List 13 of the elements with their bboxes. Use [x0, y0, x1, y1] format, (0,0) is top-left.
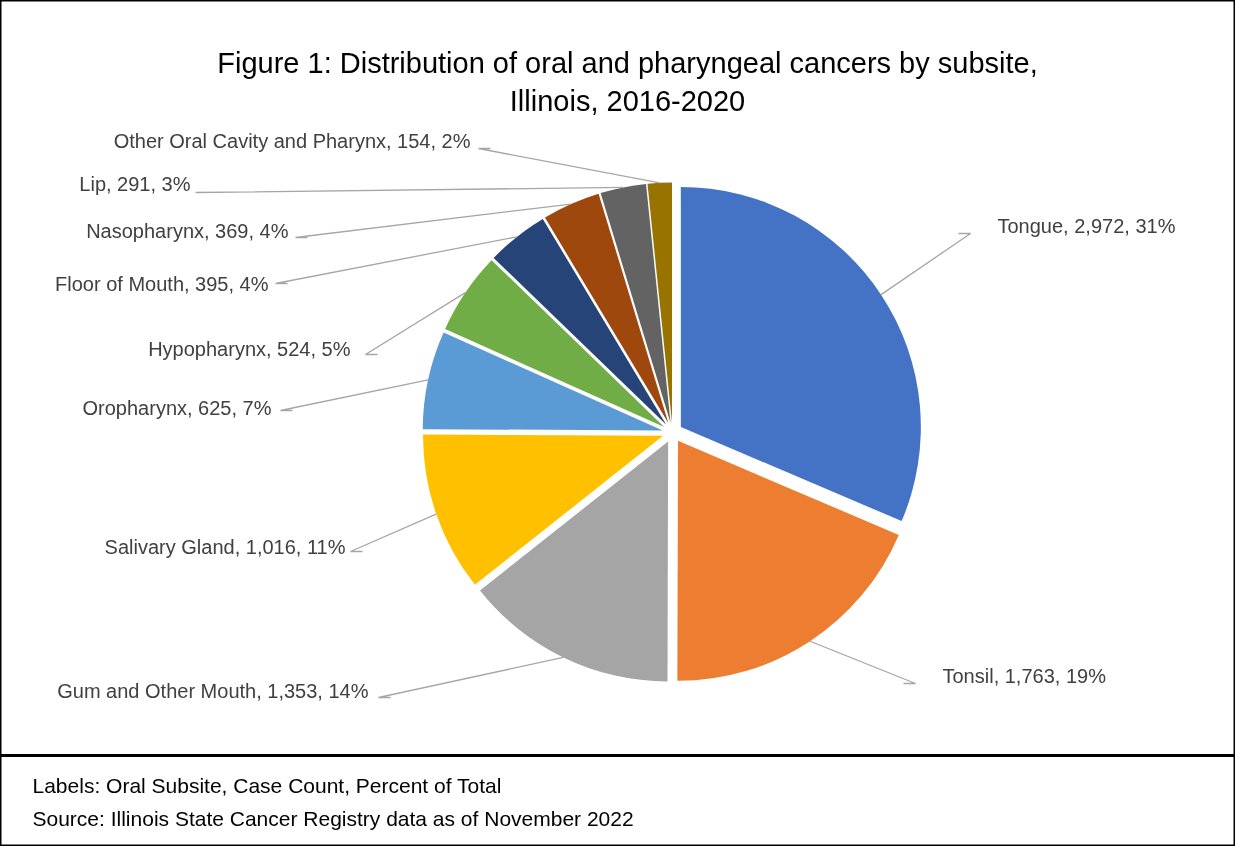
slice-label: Other Oral Cavity and Pharynx, 154, 2% — [113, 129, 471, 152]
slice-label: Hypopharynx, 524, 5% — [148, 337, 351, 360]
chart-title: Figure 1: Distribution of oral and pharyngeal cancers by subsite, Illinois, 2016-2020 — [217, 46, 1038, 117]
slice-label: Floor of Mouth, 395, 4% — [55, 272, 269, 295]
slice-label: Lip, 291, 3% — [79, 172, 191, 195]
text: Labels: Oral Subsite, Case Count, Percent of Total — [32, 774, 502, 797]
slice-label: Nasopharynx, 369, 4% — [86, 219, 289, 242]
source-note: Source: Illinois State Cancer Registry data as of November 2022 — [32, 807, 634, 830]
slice-label: Tonsil, 1,763, 19% — [942, 664, 1107, 687]
slice-label: Oropharynx, 625, 7% — [82, 396, 272, 419]
slice-label: Gum and Other Mouth, 1,353, 14% — [57, 679, 369, 702]
slice-label: Tongue, 2,972, 31% — [997, 214, 1176, 237]
slice-label: Salivary Gland, 1,016, 11% — [104, 535, 346, 558]
